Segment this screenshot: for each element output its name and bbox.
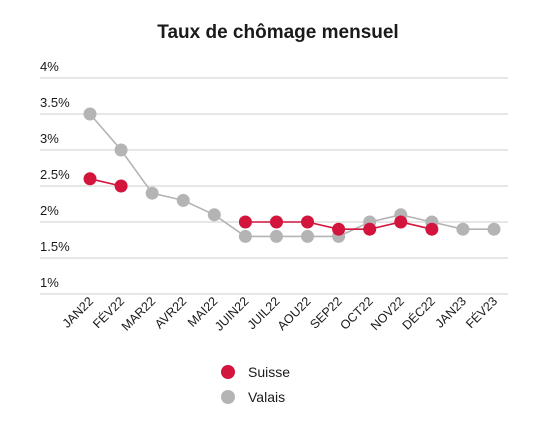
data-point-valais — [301, 229, 315, 243]
data-point-suisse — [301, 215, 315, 229]
legend-label-valais: Valais — [248, 389, 285, 405]
chart-title: Taux de chômage mensuel — [157, 22, 398, 43]
x-tick-label: AOU22 — [275, 294, 314, 333]
legend-item-valais: Valais — [221, 389, 285, 405]
data-point-suisse — [363, 222, 377, 236]
data-point-valais — [456, 222, 470, 236]
data-point-suisse — [83, 172, 97, 186]
data-point-valais — [145, 186, 159, 200]
data-point-valais — [269, 229, 283, 243]
x-tick-label: JAN23 — [433, 294, 469, 330]
data-point-suisse — [269, 215, 283, 229]
y-tick-label: 1.5% — [40, 239, 70, 254]
y-tick-label: 2.5% — [40, 167, 70, 182]
y-tick-label: 3.5% — [40, 95, 70, 110]
legend-item-suisse: Suisse — [221, 364, 290, 380]
data-point-suisse — [425, 222, 439, 236]
data-point-suisse — [394, 215, 408, 229]
x-tick-label: NOV22 — [368, 294, 407, 333]
legend-label-suisse: Suisse — [248, 364, 290, 380]
data-point-valais — [114, 143, 128, 157]
data-point-suisse — [114, 179, 128, 193]
y-axis-ticks: 1% 1.5% 2% 2.5% 3% 3.5% 4% — [40, 59, 70, 290]
y-tick-label: 1% — [40, 275, 59, 290]
series-suisse — [83, 172, 439, 236]
x-tick-label: MAR22 — [119, 294, 158, 333]
data-point-valais — [238, 229, 252, 243]
data-point-valais — [176, 193, 190, 207]
data-point-suisse — [238, 215, 252, 229]
legend-marker-suisse — [221, 365, 235, 379]
grid-layer — [40, 77, 508, 295]
x-tick-label: OCT22 — [337, 294, 375, 332]
series-valais — [83, 107, 501, 243]
data-point-valais — [207, 208, 221, 222]
x-axis-ticks: JAN22FÉV22MAR22AVR22MAI22JUIN22JUIL22AOU… — [60, 293, 500, 333]
data-point-suisse — [332, 222, 346, 236]
y-tick-label: 4% — [40, 59, 59, 74]
legend: Suisse Valais — [221, 364, 290, 405]
x-tick-label: JAN22 — [60, 294, 96, 330]
legend-marker-valais — [221, 390, 235, 404]
data-point-valais — [487, 222, 501, 236]
x-tick-label: DÉC22 — [399, 293, 438, 332]
y-tick-label: 2% — [40, 203, 59, 218]
y-tick-label: 3% — [40, 131, 59, 146]
x-tick-label: JUIN22 — [212, 294, 251, 333]
x-tick-label: SEP22 — [307, 294, 344, 331]
x-tick-label: FÉV23 — [462, 293, 500, 331]
x-tick-label: AVR22 — [152, 294, 189, 331]
data-point-valais — [83, 107, 97, 121]
series-layer — [83, 107, 501, 243]
